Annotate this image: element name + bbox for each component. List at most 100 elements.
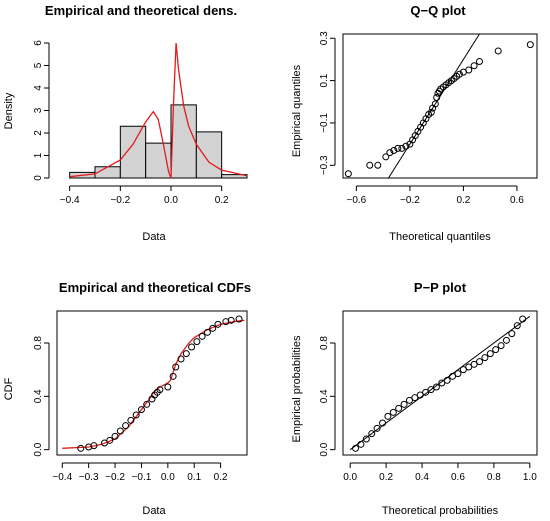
data-point [374, 161, 382, 169]
data-point [137, 406, 145, 414]
y-tick-label: 6 [33, 40, 44, 46]
data-point [111, 432, 119, 440]
x-axis-label: Theoretical quantiles [389, 231, 491, 243]
histogram-bar [145, 142, 172, 179]
data-point [502, 336, 510, 344]
data-point [366, 161, 374, 169]
data-point [101, 439, 108, 447]
data-point [214, 320, 222, 328]
data-point [459, 366, 467, 374]
theoretical-cdf-curve [62, 319, 245, 449]
x-axis-label: Theoretical probabilities [382, 505, 499, 517]
data-point [362, 435, 370, 443]
data-point [465, 363, 473, 371]
data-point [209, 324, 217, 332]
data-point [526, 41, 534, 49]
data-point [172, 363, 180, 371]
data-point [470, 62, 478, 70]
data-point [455, 70, 463, 78]
data-point [475, 58, 483, 66]
x-tick-label: 0.4 [415, 472, 429, 483]
y-tick-label: 0.0 [33, 442, 44, 456]
x-tick-label: 0.8 [487, 472, 501, 483]
y-tick-label: 0.1 [319, 73, 330, 87]
y-tick-label: 0.4 [33, 389, 44, 403]
data-point [494, 47, 502, 55]
qq-panel: Q−Q plot Theoretical quantiles Empirical… [291, 3, 538, 243]
x-tick-label: −0.4 [60, 195, 80, 206]
data-point [344, 170, 352, 178]
y-tick-label: 2 [33, 130, 44, 136]
plot-frame [56, 310, 248, 456]
x-tick-label: 0.0 [161, 472, 175, 483]
data-point [106, 436, 114, 444]
density-panel: Empirical and theoretical dens. Data Den… [3, 3, 248, 243]
data-point [164, 383, 172, 391]
pp-panel: P−P plot Theoretical probabilities Empir… [291, 280, 538, 517]
x-tick-label: 0.2 [456, 195, 470, 206]
histogram-bar [221, 174, 248, 179]
data-point [497, 342, 505, 350]
y-tick-label: 0.4 [319, 389, 330, 403]
data-point [379, 419, 387, 427]
data-point [132, 411, 140, 419]
x-tick-label: 0.0 [164, 195, 178, 206]
data-point [382, 153, 390, 161]
y-tick-label: 1 [33, 152, 44, 158]
data-point [438, 379, 446, 387]
data-point [394, 144, 402, 152]
data-point [90, 442, 98, 450]
y-tick-label: 0.3 [319, 31, 330, 45]
x-tick-label: 0.1 [187, 472, 201, 483]
x-tick-label: 0.2 [214, 472, 228, 483]
x-tick-label: 0.6 [510, 195, 524, 206]
y-axis: 0 1 2 3 4 5 6 [33, 40, 50, 181]
data-point [432, 383, 440, 391]
x-tick-label: 0.6 [451, 472, 465, 483]
y-axis-label: Density [3, 92, 15, 129]
data-point [400, 400, 408, 408]
x-tick-label: −0.2 [110, 195, 130, 206]
theoretical-density-curve [69, 42, 248, 179]
y-tick-label: 5 [33, 62, 44, 68]
data-point [427, 386, 435, 394]
data-point [402, 142, 410, 150]
data-point [416, 391, 424, 399]
x-tick-label: −0.3 [79, 472, 99, 483]
x-axis: −0.6 −0.2 0.2 0.6 [347, 185, 524, 206]
panel-title: Empirical and theoretical dens. [45, 3, 237, 18]
y-axis-label: CDF [3, 377, 15, 400]
histogram-bar [119, 125, 147, 179]
data-point [384, 412, 392, 420]
y-tick-label: 4 [33, 85, 44, 91]
x-tick-label: −0.1 [132, 472, 152, 483]
data-point [422, 388, 430, 396]
data-point [235, 315, 243, 323]
x-axis: −0.4 −0.3 −0.2 −0.1 0.0 0.1 0.2 [52, 462, 228, 483]
plot-frame [342, 33, 538, 179]
data-point [492, 346, 500, 354]
histogram-bar [195, 131, 223, 179]
data-point [169, 372, 177, 380]
data-point [427, 108, 435, 116]
y-axis: 0.0 0.4 0.8 [319, 336, 336, 457]
data-point [368, 430, 376, 438]
y-tick-label: 0.8 [33, 336, 44, 350]
data-point [481, 354, 489, 362]
data-points [352, 315, 527, 452]
y-axis: −0.3 −0.1 0.1 0.3 [319, 31, 336, 175]
histogram-bars [69, 104, 248, 179]
y-axis: 0.0 0.4 0.8 [33, 336, 50, 457]
x-axis-label: Data [142, 505, 166, 517]
x-tick-label: −0.2 [400, 195, 420, 206]
data-point [470, 360, 478, 368]
y-tick-label: −0.1 [319, 113, 330, 133]
data-point [386, 149, 394, 157]
data-point [390, 146, 398, 154]
data-point [357, 440, 365, 448]
data-point [395, 404, 403, 412]
y-axis-label: Empirical quantiles [291, 64, 303, 157]
data-point [398, 144, 406, 152]
x-tick-label: −0.2 [105, 472, 125, 483]
